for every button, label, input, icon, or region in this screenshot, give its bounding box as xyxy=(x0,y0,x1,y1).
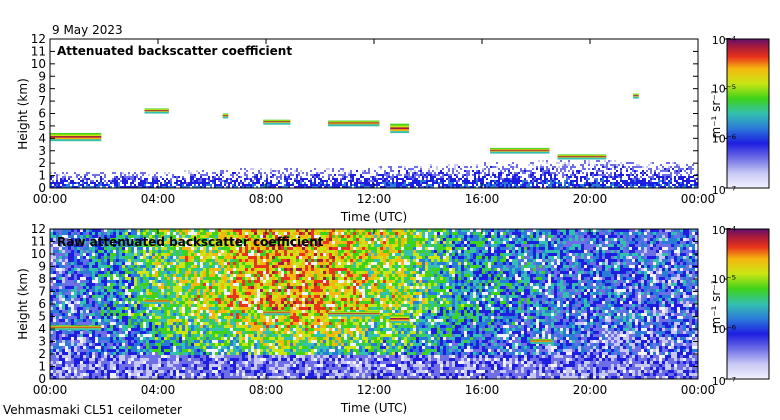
colorbar-tick-label: 10⁻⁶ xyxy=(712,323,737,336)
cloud-layer xyxy=(50,325,102,331)
colorbar xyxy=(726,228,770,380)
x-tick-label: 04:00 xyxy=(141,192,176,206)
colorbar-tick-label: 10⁻⁷ xyxy=(712,184,736,197)
cloud-layer xyxy=(490,147,550,154)
x-tick-label: 00:00 xyxy=(33,192,68,206)
colorbar-tick-label: 10⁻⁴ xyxy=(712,224,737,237)
y-tick-label: 4 xyxy=(38,322,46,336)
colorbar-tick-label: 10⁻⁶ xyxy=(712,132,737,145)
y-tick-label: 3 xyxy=(38,335,46,349)
y-tick-label: 11 xyxy=(31,44,46,58)
cloud-layer xyxy=(557,154,607,160)
y-tick-label: 10 xyxy=(31,247,46,261)
x-tick-label: 00:00 xyxy=(681,383,716,397)
cloud-layer xyxy=(328,120,380,127)
colorbar-ticks: 10⁻⁴ 10⁻⁵ 10⁻⁶ 10⁻⁷ xyxy=(712,34,737,197)
y-tick-label: 1 xyxy=(38,360,46,374)
y-tick-label: 7 xyxy=(38,285,46,299)
x-tick-label: 08:00 xyxy=(249,383,284,397)
x-tick-label: 00:00 xyxy=(33,383,68,397)
panel-raw-attenuated-backscatter: Raw attenuated backscatter coefficient 0… xyxy=(16,222,770,415)
y-tick-label: 4 xyxy=(38,131,46,145)
panel-title: Raw attenuated backscatter coefficient xyxy=(57,235,324,249)
colorbar-unit: m⁻¹ sr⁻¹ xyxy=(709,89,723,138)
backscatter-field xyxy=(50,229,698,379)
cloud-layer xyxy=(263,310,291,316)
x-tick-label: 00:00 xyxy=(681,192,716,206)
panel-attenuated-backscatter: Attenuated backscatter coefficient 01234… xyxy=(16,32,770,224)
y-axis-label: Height (km) xyxy=(16,78,30,149)
x-tick-label: 12:00 xyxy=(357,383,392,397)
footer-label: Vehmasmaki CL51 ceilometer xyxy=(3,403,182,417)
cloud-layer xyxy=(144,299,169,304)
x-tick-label: 20:00 xyxy=(573,383,608,397)
cloud-layer xyxy=(328,311,380,317)
y-tick-label: 11 xyxy=(31,235,46,249)
boundary-layer xyxy=(50,160,698,188)
date-label: 9 May 2023 xyxy=(52,23,123,37)
colorbar-ticks: 10⁻⁴ 10⁻⁵ 10⁻⁶ 10⁻⁷ xyxy=(712,224,737,388)
y-tick-label: 10 xyxy=(31,57,46,71)
x-axis: 00:00 04:00 08:00 12:00 16:00 20:00 00:00 xyxy=(33,39,716,206)
plot-area xyxy=(50,229,698,379)
y-tick-label: 0 xyxy=(38,372,46,386)
cloud-layer xyxy=(263,119,291,125)
x-tick-label: 08:00 xyxy=(249,192,284,206)
cloud-layer xyxy=(390,314,410,324)
y-tick-label: 9 xyxy=(38,260,46,274)
y-tick-label: 6 xyxy=(38,107,46,121)
y-tick-label: 6 xyxy=(38,297,46,311)
colorbar-tick-label: 10⁻⁴ xyxy=(712,34,737,47)
colorbar xyxy=(726,38,770,189)
x-axis-label: Time (UTC) xyxy=(340,210,407,224)
x-tick-label: 16:00 xyxy=(465,383,500,397)
y-tick-label: 8 xyxy=(38,272,46,286)
x-tick-label: 16:00 xyxy=(465,192,500,206)
y-axis-label: Height (km) xyxy=(16,268,30,339)
x-tick-label: 20:00 xyxy=(573,192,608,206)
y-tick-label: 3 xyxy=(38,144,46,158)
y-tick-label: 0 xyxy=(38,181,46,195)
x-axis-label: Time (UTC) xyxy=(340,401,407,415)
cloud-layer xyxy=(633,93,639,99)
x-axis: 00:00 04:00 08:00 12:00 16:00 20:00 00:00 xyxy=(33,229,716,397)
y-tick-label: 7 xyxy=(38,94,46,108)
y-tick-label: 12 xyxy=(31,32,46,46)
y-tick-label: 2 xyxy=(38,347,46,361)
x-tick-label: 12:00 xyxy=(357,192,392,206)
cloud-layer xyxy=(144,108,169,114)
y-tick-label: 12 xyxy=(31,222,46,236)
x-tick-label: 04:00 xyxy=(141,383,176,397)
y-tick-label: 1 xyxy=(38,169,46,183)
colorbar-tick-label: 10⁻⁷ xyxy=(712,375,736,388)
y-tick-label: 5 xyxy=(38,119,46,133)
cloud-layer xyxy=(222,113,229,119)
colorbar-unit: m⁻¹ sr⁻¹ xyxy=(709,279,723,328)
panel-title: Attenuated backscatter coefficient xyxy=(57,44,292,58)
colorbar-tick-label: 10⁻⁵ xyxy=(712,273,736,286)
cloud-layer xyxy=(50,132,102,142)
cloud-layer xyxy=(390,123,410,134)
y-tick-label: 8 xyxy=(38,82,46,96)
colorbar-tick-label: 10⁻⁵ xyxy=(712,83,736,96)
plot-area xyxy=(50,93,698,188)
cloud-layer xyxy=(530,339,553,344)
y-tick-label: 9 xyxy=(38,69,46,83)
y-tick-label: 2 xyxy=(38,156,46,170)
y-tick-label: 5 xyxy=(38,310,46,324)
